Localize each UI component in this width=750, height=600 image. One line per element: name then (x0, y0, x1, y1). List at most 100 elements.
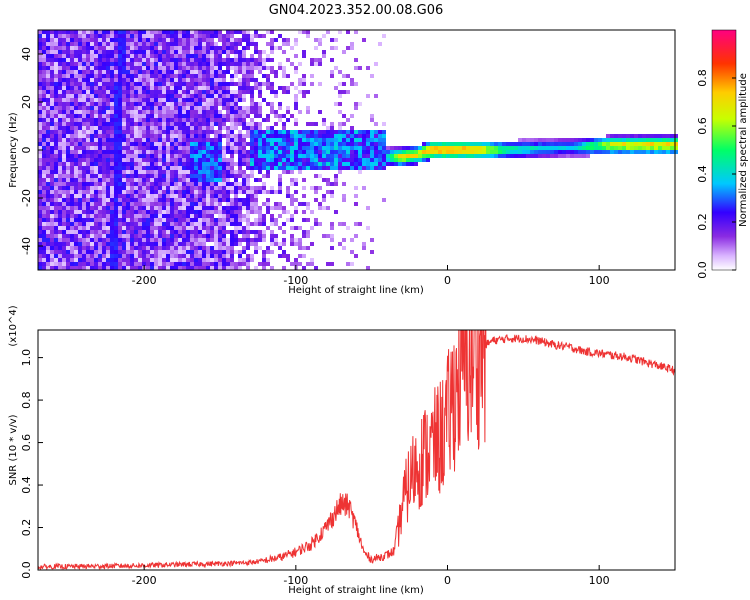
heatmap-cell (358, 162, 362, 166)
heatmap-cell (74, 46, 78, 50)
heatmap-cell (438, 146, 442, 150)
heatmap-cell (326, 162, 330, 166)
heatmap-cell (110, 82, 114, 86)
heatmap-cell (230, 114, 234, 118)
heatmap-cell (130, 86, 134, 90)
heatmap-cell (50, 230, 54, 234)
heatmap-cell (90, 134, 94, 138)
heatmap-cell (210, 46, 214, 50)
heatmap-cell (158, 258, 162, 262)
heatmap-cell (262, 158, 266, 162)
heatmap-cell (562, 150, 566, 154)
heatmap-cell (86, 214, 90, 218)
heatmap-cell (126, 162, 130, 166)
heatmap-cell (222, 266, 226, 270)
heatmap-cell (170, 246, 174, 250)
heatmap-cell (218, 202, 222, 206)
heatmap-cell (414, 146, 418, 150)
heatmap-cell (38, 230, 42, 234)
heatmap-cell (254, 190, 258, 194)
heatmap-cell (82, 106, 86, 110)
heatmap-cell (66, 46, 70, 50)
heatmap-cell (210, 266, 214, 270)
heatmap-cell (586, 150, 590, 154)
heatmap-cell (150, 50, 154, 54)
heatmap-cell (46, 202, 50, 206)
heatmap-cell (162, 146, 166, 150)
heatmap-cell (182, 50, 186, 54)
heatmap-cell (314, 166, 318, 170)
heatmap-cell (230, 30, 234, 34)
heatmap-cell (78, 126, 82, 130)
heatmap-cell (238, 86, 242, 90)
heatmap-cell (82, 178, 86, 182)
heatmap-cell (210, 154, 214, 158)
heatmap-cell (166, 250, 170, 254)
heatmap-cell (182, 30, 186, 34)
heatmap-cell (158, 206, 162, 210)
heatmap-cell (214, 106, 218, 110)
heatmap-cell (218, 154, 222, 158)
heatmap-cell (206, 74, 210, 78)
heatmap-cell (150, 158, 154, 162)
heatmap-cell (598, 146, 602, 150)
heatmap-cell (354, 130, 358, 134)
heatmap-cell (242, 86, 246, 90)
heatmap-cell (250, 34, 254, 38)
heatmap-cell (46, 262, 50, 266)
heatmap-cell (74, 222, 78, 226)
heatmap-cell (102, 50, 106, 54)
heatmap-cell (654, 150, 658, 154)
heatmap-cell (174, 238, 178, 242)
heatmap-cell (78, 42, 82, 46)
heatmap-cell (86, 42, 90, 46)
heatmap-cell (354, 142, 358, 146)
heatmap-cell (254, 186, 258, 190)
heatmap-cell (266, 210, 270, 214)
heatmap-cell (62, 110, 66, 114)
heatmap-cell (118, 174, 122, 178)
heatmap-cell (266, 198, 270, 202)
heatmap-cell (278, 66, 282, 70)
heatmap-cell (218, 262, 222, 266)
heatmap-cell (122, 146, 126, 150)
heatmap-cell (74, 98, 78, 102)
heatmap-cell (238, 162, 242, 166)
heatmap-cell (158, 86, 162, 90)
heatmap-cell (214, 174, 218, 178)
heatmap-cell (298, 62, 302, 66)
heatmap-cell (506, 150, 510, 154)
heatmap-cell (170, 74, 174, 78)
heatmap-cell (350, 142, 354, 146)
heatmap-cell (206, 90, 210, 94)
heatmap-cell (98, 122, 102, 126)
heatmap-cell (202, 262, 206, 266)
heatmap-cell (366, 66, 370, 70)
heatmap-cell (134, 126, 138, 130)
heatmap-cell (178, 94, 182, 98)
heatmap-cell (334, 130, 338, 134)
heatmap-cell (266, 130, 270, 134)
heatmap-cell (154, 142, 158, 146)
heatmap-cell (198, 86, 202, 90)
heatmap-cell (174, 258, 178, 262)
heatmap-cell (38, 250, 42, 254)
heatmap-cell (278, 174, 282, 178)
heatmap-cell (326, 262, 330, 266)
heatmap-cell (182, 266, 186, 270)
heatmap-cell (102, 230, 106, 234)
heatmap-cell (306, 110, 310, 114)
heatmap-cell (62, 98, 66, 102)
heatmap-cell (174, 114, 178, 118)
heatmap-cell (198, 118, 202, 122)
heatmap-cell (278, 102, 282, 106)
heatmap-cell (322, 234, 326, 238)
heatmap-cell (150, 194, 154, 198)
heatmap-cell (46, 154, 50, 158)
heatmap-cell (70, 30, 74, 34)
heatmap-cell (234, 174, 238, 178)
heatmap-cell (250, 146, 254, 150)
heatmap-cell (226, 54, 230, 58)
heatmap-cell (178, 210, 182, 214)
heatmap-cell (186, 86, 190, 90)
